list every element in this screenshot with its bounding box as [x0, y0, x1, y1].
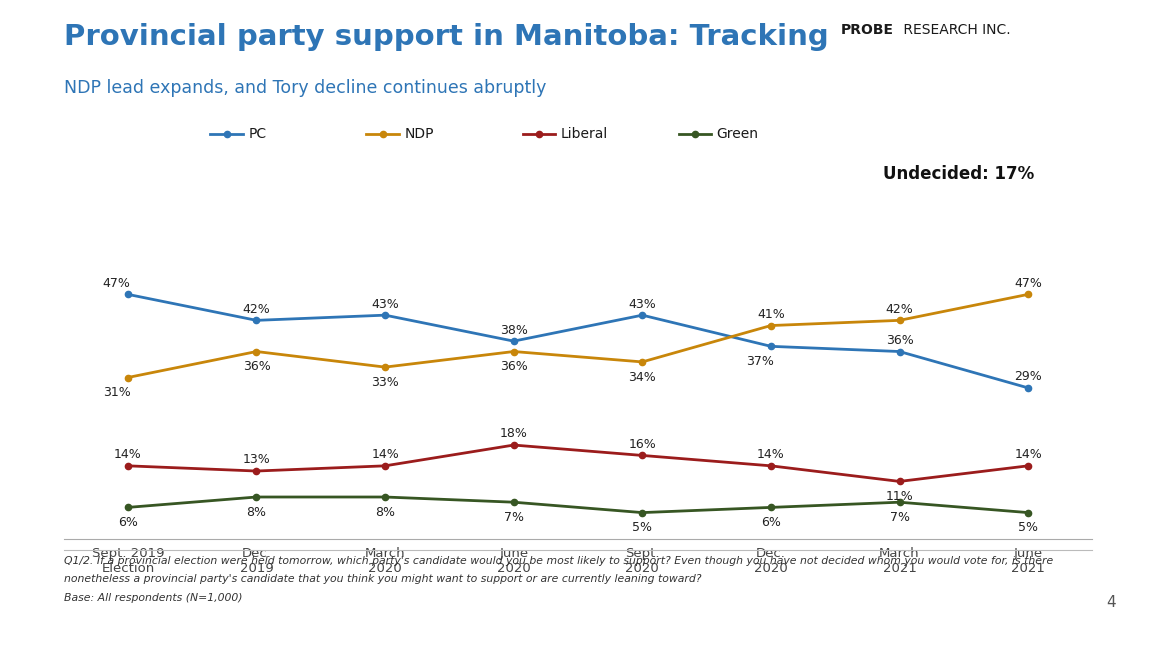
Text: PC: PC — [249, 126, 267, 141]
Text: 47%: 47% — [103, 277, 131, 290]
Text: 43%: 43% — [629, 297, 657, 310]
Text: Undecided: 17%: Undecided: 17% — [883, 164, 1033, 183]
Text: 11%: 11% — [885, 490, 913, 503]
Text: NDP lead expands, and Tory decline continues abruptly: NDP lead expands, and Tory decline conti… — [64, 79, 546, 97]
Text: 33%: 33% — [371, 376, 399, 389]
Text: 16%: 16% — [629, 438, 657, 451]
Text: 29%: 29% — [1014, 370, 1042, 383]
Text: 47%: 47% — [1014, 277, 1042, 290]
Text: Provincial party support in Manitoba: Tracking: Provincial party support in Manitoba: Tr… — [64, 23, 829, 50]
Text: 7%: 7% — [504, 511, 524, 524]
Text: 7%: 7% — [889, 511, 910, 524]
Text: NDP: NDP — [405, 126, 435, 141]
Text: Green: Green — [717, 126, 758, 141]
Text: 8%: 8% — [375, 506, 395, 519]
Text: 5%: 5% — [1018, 521, 1038, 534]
Text: 13%: 13% — [243, 453, 271, 466]
Text: 14%: 14% — [371, 448, 399, 461]
Text: 37%: 37% — [746, 355, 773, 368]
Text: 36%: 36% — [499, 361, 527, 373]
Text: 8%: 8% — [246, 506, 267, 519]
Text: 6%: 6% — [118, 516, 138, 529]
Text: 42%: 42% — [885, 303, 913, 316]
Text: nonetheless a provincial party's candidate that you think you might want to supp: nonetheless a provincial party's candida… — [64, 574, 701, 584]
Text: 43%: 43% — [371, 297, 399, 310]
Text: 14%: 14% — [757, 448, 785, 461]
Text: 14%: 14% — [1014, 448, 1042, 461]
Text: 34%: 34% — [629, 371, 657, 384]
Text: 38%: 38% — [499, 324, 527, 337]
Text: 42%: 42% — [243, 303, 271, 316]
Text: 18%: 18% — [499, 428, 527, 441]
Text: 41%: 41% — [757, 308, 785, 321]
Text: 36%: 36% — [885, 334, 913, 347]
Text: RESEARCH INC.: RESEARCH INC. — [899, 23, 1012, 37]
Text: Base: All respondents (N=1,000): Base: All respondents (N=1,000) — [64, 593, 242, 604]
Text: Liberal: Liberal — [561, 126, 608, 141]
Text: 31%: 31% — [103, 386, 131, 399]
Text: 5%: 5% — [632, 521, 652, 534]
Text: 14%: 14% — [114, 448, 142, 461]
Text: PROBE: PROBE — [840, 23, 894, 37]
Text: 36%: 36% — [243, 361, 271, 373]
Text: 6%: 6% — [761, 516, 780, 529]
Text: Q1/2. If a provincial election were held tomorrow, which party's candidate would: Q1/2. If a provincial election were held… — [64, 556, 1053, 566]
Text: 4: 4 — [1106, 595, 1116, 610]
